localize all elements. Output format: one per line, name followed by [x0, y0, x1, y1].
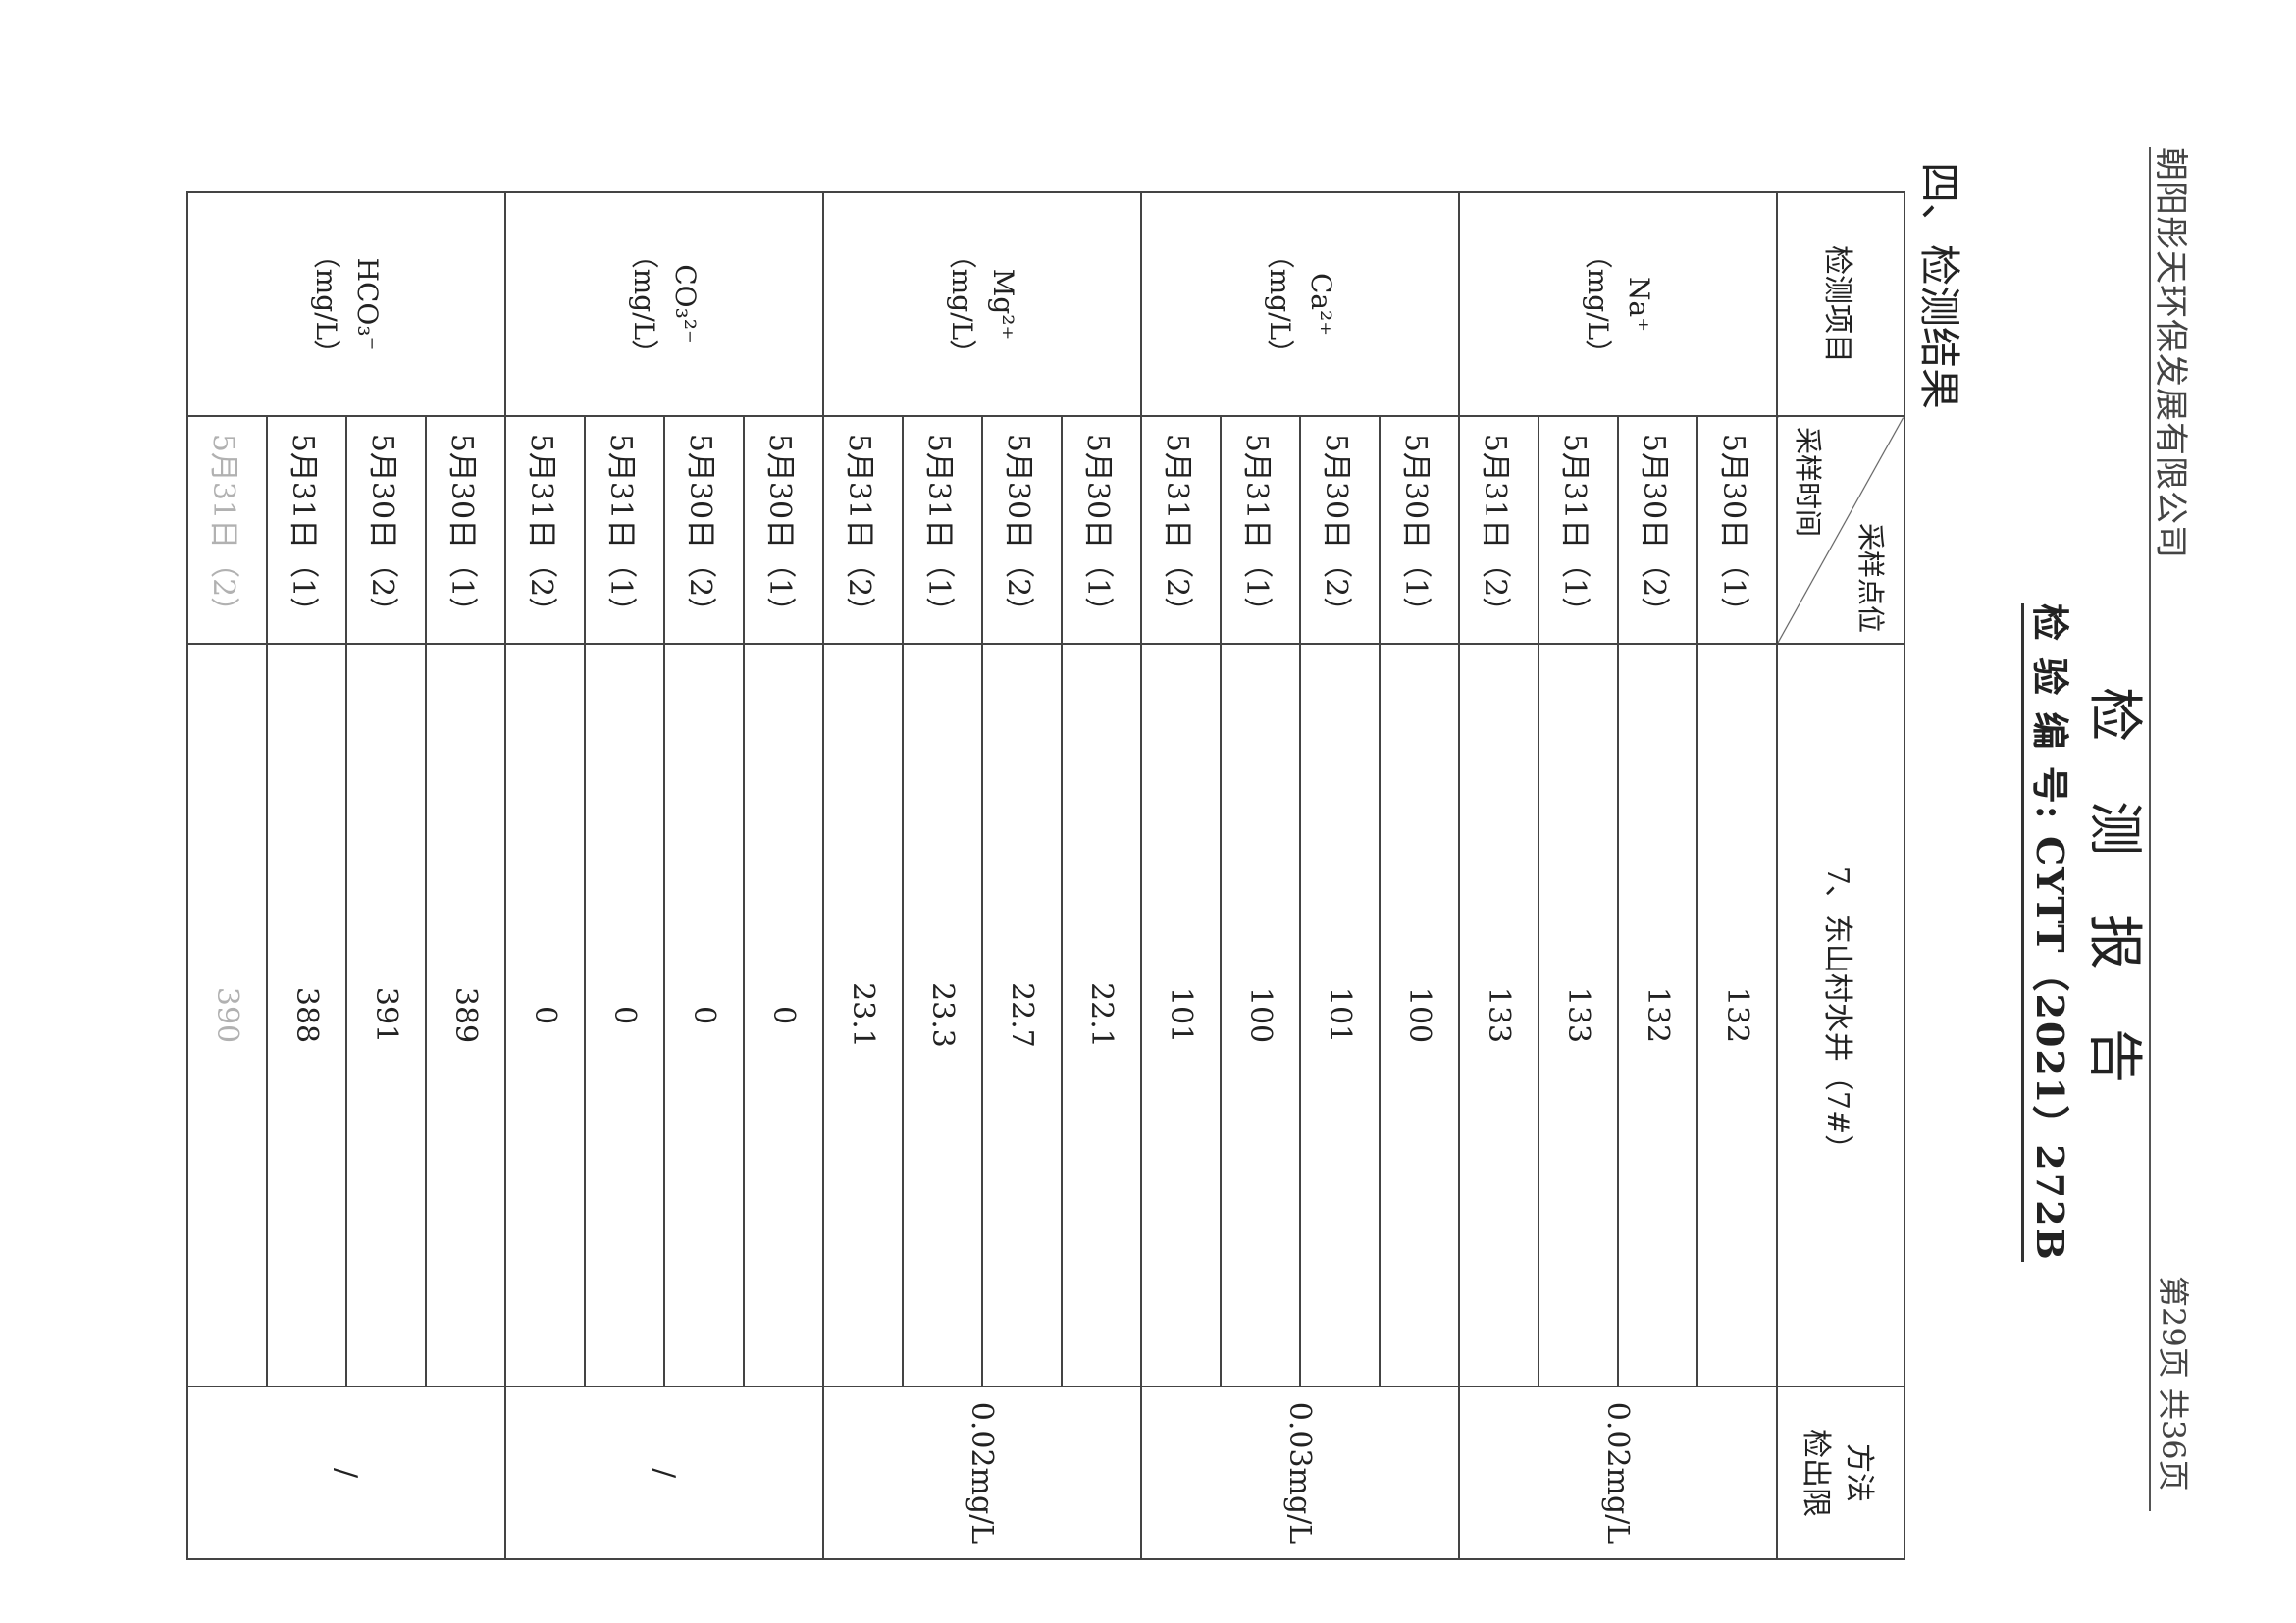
sample-time: 5月30日（2）: [346, 416, 426, 644]
company-name: 朝阳彤天环保发展有限公司: [2151, 147, 2190, 559]
result-value: 23.1: [823, 644, 903, 1387]
detection-limit: 0.03mg/L: [1141, 1387, 1459, 1559]
item-unit: （mg/L）: [310, 240, 342, 368]
result-value: 23.3: [903, 644, 982, 1387]
sample-time: 5月31日（2）: [823, 416, 903, 644]
sample-time: 5月31日（1）: [903, 416, 982, 644]
sample-time: 5月30日（2）: [1300, 416, 1380, 644]
detection-limit: /: [505, 1387, 823, 1559]
header-time: 采样时间: [1792, 427, 1824, 538]
item-unit: （mg/L）: [946, 240, 978, 368]
detection-limit: 0.02mg/L: [823, 1387, 1141, 1559]
page-number: 第29页 共36页: [2155, 1276, 2192, 1492]
sample-time: 5月31日（1）: [267, 416, 346, 644]
header-item: 检测项目: [1777, 192, 1905, 416]
result-value: 100: [1221, 644, 1300, 1387]
item-name: HCO₃⁻: [351, 257, 384, 351]
report-number: 检 验 编 号: CYTT（2021）272B: [2021, 603, 2080, 1262]
result-value: 22.1: [1062, 644, 1141, 1387]
result-value: 101: [1300, 644, 1380, 1387]
result-value: 133: [1539, 644, 1618, 1387]
result-value: 388: [267, 644, 346, 1387]
sample-time: 5月30日（1）: [1062, 416, 1141, 644]
result-value: 389: [426, 644, 505, 1387]
item-cell: HCO₃⁻ （mg/L）: [187, 192, 505, 416]
item-cell: Mg²⁺ （mg/L）: [823, 192, 1141, 416]
table-row: HCO₃⁻ （mg/L） 5月30日（1） 389/: [187, 192, 505, 1559]
sample-time: 5月31日（1）: [1539, 416, 1618, 644]
header-site: 采样点位: [1854, 522, 1887, 633]
result-value: 0: [505, 644, 585, 1387]
item-unit: （mg/L）: [1582, 240, 1614, 368]
result-value: 0: [585, 644, 664, 1387]
sample-time: 5月31日（2）: [1459, 416, 1539, 644]
sample-time: 5月30日（2）: [664, 416, 744, 644]
sample-time: 5月31日（1）: [1221, 416, 1300, 644]
result-value: 132: [1697, 644, 1777, 1387]
sample-time: 5月30日（1）: [426, 416, 505, 644]
result-value: 0: [664, 644, 744, 1387]
item-name: CO₃²⁻: [669, 264, 702, 344]
result-value: 101: [1141, 644, 1221, 1387]
report-title: 检测报告: [2082, 687, 2146, 1142]
result-value: 390: [187, 644, 267, 1387]
detection-limit: /: [187, 1387, 505, 1559]
item-cell: Ca²⁺ （mg/L）: [1141, 192, 1459, 416]
header-site-name: 7、东山村水井（7#）: [1777, 644, 1905, 1387]
header-method: 方法 检出限: [1777, 1387, 1905, 1559]
result-value: 133: [1459, 644, 1539, 1387]
item-name: Ca²⁺: [1305, 272, 1337, 337]
result-value: 0: [744, 644, 823, 1387]
table-row: Ca²⁺ （mg/L） 5月30日（1） 100 0.03mg/L: [1141, 192, 1459, 1559]
result-value: 22.7: [982, 644, 1062, 1387]
item-cell: CO₃²⁻ （mg/L）: [505, 192, 823, 416]
item-unit: （mg/L）: [628, 240, 660, 368]
results-table: 检测项目 采样点位 采样时间 7、东山村水井（7#） 方法 检出限 Na⁺ （mg…: [186, 191, 1905, 1560]
header-site-time: 采样点位 采样时间: [1777, 416, 1905, 644]
item-cell: Na⁺ （mg/L）: [1459, 192, 1777, 416]
table-row: Na⁺ （mg/L） 5月30日（1） 132 0.02mg/L: [1459, 192, 1777, 1559]
sample-time: 5月30日（1）: [1697, 416, 1777, 644]
table-row: Mg²⁺ （mg/L） 5月30日（1） 22.1 0.02mg/L: [823, 192, 1141, 1559]
result-value: 132: [1618, 644, 1697, 1387]
sample-time: 5月31日（1）: [585, 416, 664, 644]
item-name: Mg²⁺: [987, 268, 1019, 340]
detection-limit: 0.02mg/L: [1459, 1387, 1777, 1559]
item-unit: （mg/L）: [1264, 240, 1296, 368]
result-value: 391: [346, 644, 426, 1387]
result-value: 100: [1380, 644, 1459, 1387]
sample-time: 5月31日（2）: [1141, 416, 1221, 644]
sample-time: 5月30日（2）: [982, 416, 1062, 644]
table-header-row: 检测项目 采样点位 采样时间 7、东山村水井（7#） 方法 检出限: [1777, 192, 1905, 1559]
sample-time: 5月30日（2）: [1618, 416, 1697, 644]
sample-time: 5月30日（1）: [1380, 416, 1459, 644]
sample-time: 5月30日（1）: [744, 416, 823, 644]
item-name: Na⁺: [1623, 277, 1655, 332]
table-row: CO₃²⁻ （mg/L） 5月30日（1） 0/: [505, 192, 823, 1559]
section-title: 四、检测结果: [1915, 162, 1963, 410]
sample-time: 5月31日（2）: [505, 416, 585, 644]
sample-time: 5月31日（2）: [187, 416, 267, 644]
